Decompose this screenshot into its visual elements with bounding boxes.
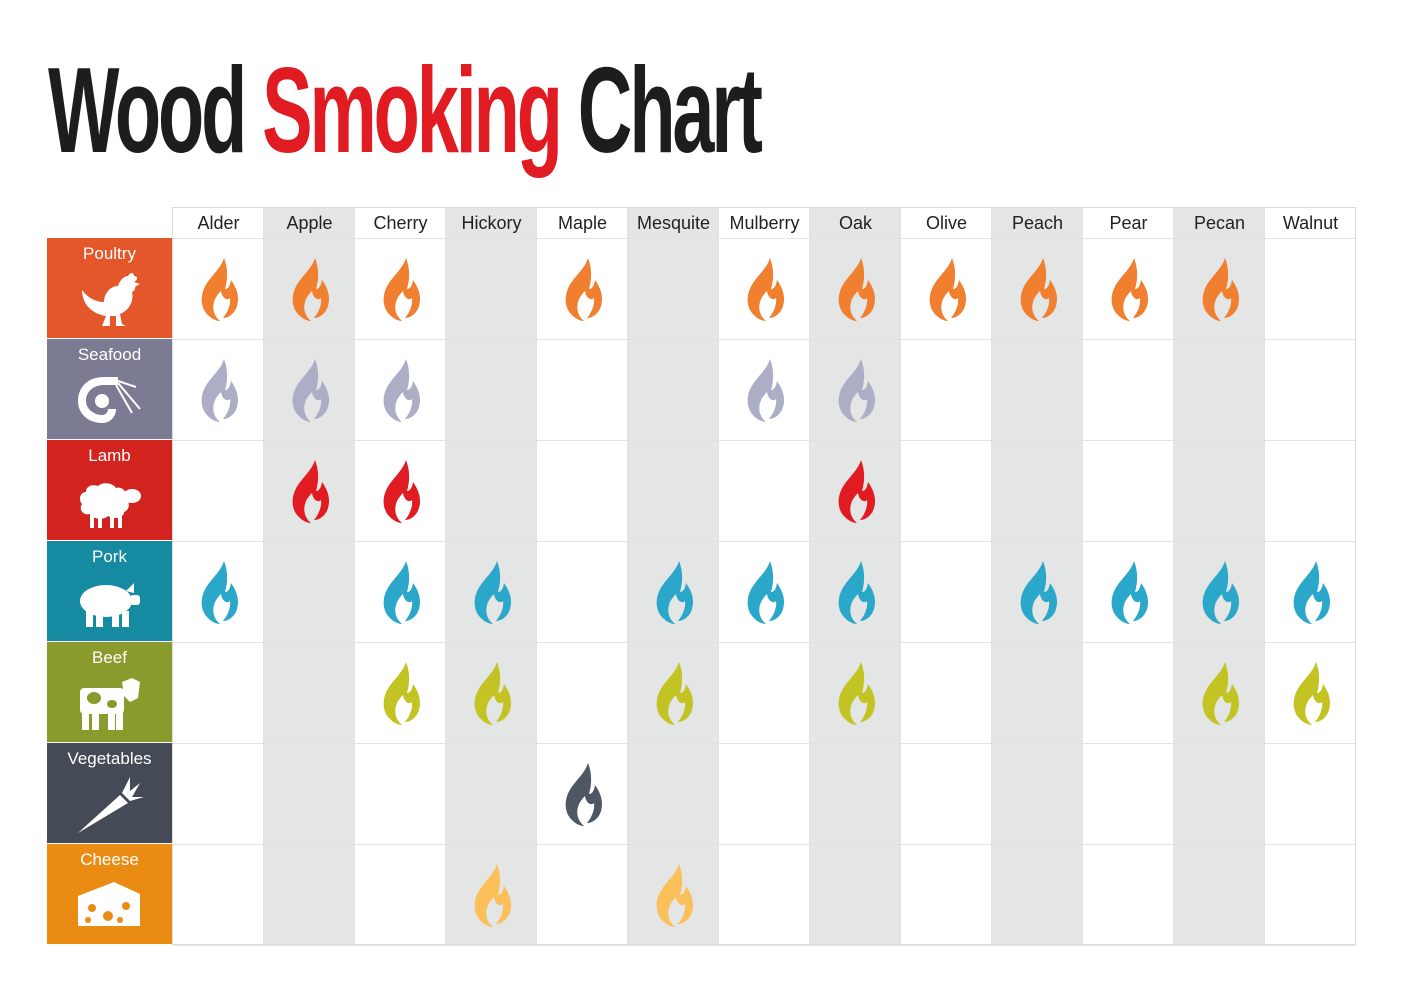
grid-hline bbox=[173, 541, 1355, 542]
column-apple bbox=[264, 208, 355, 944]
grid-vline bbox=[900, 208, 901, 944]
wood-label-alder: Alder bbox=[197, 213, 240, 233]
flame-icon-seafood-alder bbox=[201, 359, 238, 422]
flame-icon-seafood-apple bbox=[292, 359, 329, 422]
title-word-smoking: Smoking bbox=[262, 42, 563, 178]
food-header-beef: Beef bbox=[47, 642, 172, 742]
wood-label-mulberry: Mulberry bbox=[729, 213, 800, 233]
food-header-seafood: Seafood bbox=[47, 339, 172, 439]
wood-label-hickory: Hickory bbox=[461, 213, 522, 233]
flame-icon-vegetables-maple bbox=[565, 763, 602, 826]
grid-vline bbox=[809, 208, 810, 944]
grid-hline bbox=[173, 238, 1355, 239]
wood-label-oak: Oak bbox=[838, 213, 872, 233]
food-header-lamb: Lamb bbox=[47, 440, 172, 540]
wood-label-peach: Peach bbox=[1011, 213, 1064, 233]
wood-label-cherry: Cherry bbox=[373, 213, 428, 233]
flame-icon-poultry-cherry bbox=[383, 258, 420, 321]
wood-label-pecan: Pecan bbox=[1193, 213, 1246, 233]
chicken-icon bbox=[82, 273, 140, 326]
title-word-wood: Wood bbox=[48, 42, 247, 178]
flame-icon-cheese-mesquite bbox=[656, 864, 693, 927]
sheep-icon bbox=[79, 483, 141, 528]
food-label-vegetables: Vegetables bbox=[67, 749, 152, 768]
flame-icon-seafood-cherry bbox=[383, 359, 420, 422]
wood-label-maple: Maple bbox=[557, 213, 608, 233]
flame-icon-cheese-hickory bbox=[474, 864, 511, 927]
grid-vline bbox=[1264, 208, 1265, 944]
matrix-grid: Alder Apple Cherry Hickory Maple Mesquite Mulb… bbox=[172, 207, 1356, 946]
wood-label-mesquite: Mesquite bbox=[636, 213, 711, 233]
flame-icon-poultry-mulberry bbox=[747, 258, 784, 321]
flame-icon-beef-walnut bbox=[1293, 662, 1330, 725]
grid-vline bbox=[1173, 208, 1174, 944]
flame-icon-seafood-oak bbox=[838, 359, 875, 422]
grid-hline bbox=[173, 642, 1355, 643]
grid-vline bbox=[536, 208, 537, 944]
food-label-beef: Beef bbox=[92, 648, 127, 667]
flame-icon-seafood-mulberry bbox=[747, 359, 784, 422]
grid-vline bbox=[445, 208, 446, 944]
flame-icon-pork-hickory bbox=[474, 561, 511, 624]
grid-hline bbox=[173, 945, 1355, 946]
food-header-cheese: Cheese bbox=[47, 844, 172, 944]
grid-vline bbox=[263, 208, 264, 944]
flame-icon-poultry-peach bbox=[1020, 258, 1057, 321]
grid-hline bbox=[173, 440, 1355, 441]
shrimp-icon bbox=[78, 377, 141, 423]
flame-icon-pork-peach bbox=[1020, 561, 1057, 624]
flame-icon-pork-pecan bbox=[1202, 561, 1239, 624]
cheese-icon bbox=[78, 882, 140, 926]
flame-icon-lamb-cherry bbox=[383, 460, 420, 523]
food-header-pork: Pork bbox=[47, 541, 172, 641]
flame-icon-beef-hickory bbox=[474, 662, 511, 725]
title-word-chart: Chart bbox=[577, 42, 763, 178]
food-label-pork: Pork bbox=[92, 547, 127, 566]
flame-icon-poultry-oak bbox=[838, 258, 875, 321]
grid-vline bbox=[1082, 208, 1083, 944]
wood-label-olive: Olive bbox=[925, 213, 967, 233]
flame-icon-poultry-maple bbox=[565, 258, 602, 321]
grid-hline bbox=[173, 339, 1355, 340]
flame-icon-pork-alder bbox=[201, 561, 238, 624]
flame-icon-beef-pecan bbox=[1202, 662, 1239, 725]
wood-food-matrix: Alder Apple Cherry Hickory Maple Mesquite Mulb… bbox=[47, 207, 1356, 946]
grid-vline bbox=[627, 208, 628, 944]
wood-label-walnut: Walnut bbox=[1282, 213, 1339, 233]
flame-icon-poultry-alder bbox=[201, 258, 238, 321]
food-header-vegetables: Vegetables bbox=[47, 743, 172, 843]
food-label-lamb: Lamb bbox=[88, 446, 131, 465]
cow-icon bbox=[80, 678, 140, 730]
grid-hline bbox=[173, 844, 1355, 845]
carrot-icon bbox=[78, 777, 144, 833]
food-label-cheese: Cheese bbox=[80, 850, 139, 869]
wood-label-pear: Pear bbox=[1109, 213, 1148, 233]
flame-icon-beef-cherry bbox=[383, 662, 420, 725]
flame-icon-poultry-apple bbox=[292, 258, 329, 321]
grid-vline bbox=[991, 208, 992, 944]
chart-title: Wood Smoking Chart bbox=[48, 40, 763, 180]
flame-icon-pork-mesquite bbox=[656, 561, 693, 624]
flame-icon-lamb-oak bbox=[838, 460, 875, 523]
grid-vline bbox=[718, 208, 719, 944]
food-label-poultry: Poultry bbox=[83, 244, 136, 263]
food-label-seafood: Seafood bbox=[77, 345, 142, 364]
flame-icon-pork-walnut bbox=[1293, 561, 1330, 624]
grid-hline bbox=[173, 743, 1355, 744]
flame-icon-lamb-apple bbox=[292, 460, 329, 523]
flame-icon-beef-oak bbox=[838, 662, 875, 725]
wood-label-apple: Apple bbox=[286, 213, 333, 233]
flame-icon-pork-mulberry bbox=[747, 561, 784, 624]
flame-icon-poultry-olive bbox=[929, 258, 966, 321]
flame-icon-poultry-pear bbox=[1111, 258, 1148, 321]
food-header-poultry: Poultry bbox=[47, 238, 172, 338]
flame-icon-pork-oak bbox=[838, 561, 875, 624]
flame-icon-pork-cherry bbox=[383, 561, 420, 624]
flame-icon-beef-mesquite bbox=[656, 662, 693, 725]
flame-icon-pork-pear bbox=[1111, 561, 1148, 624]
flame-icon-poultry-pecan bbox=[1202, 258, 1239, 321]
pig-icon bbox=[80, 583, 140, 627]
grid-vline bbox=[354, 208, 355, 944]
